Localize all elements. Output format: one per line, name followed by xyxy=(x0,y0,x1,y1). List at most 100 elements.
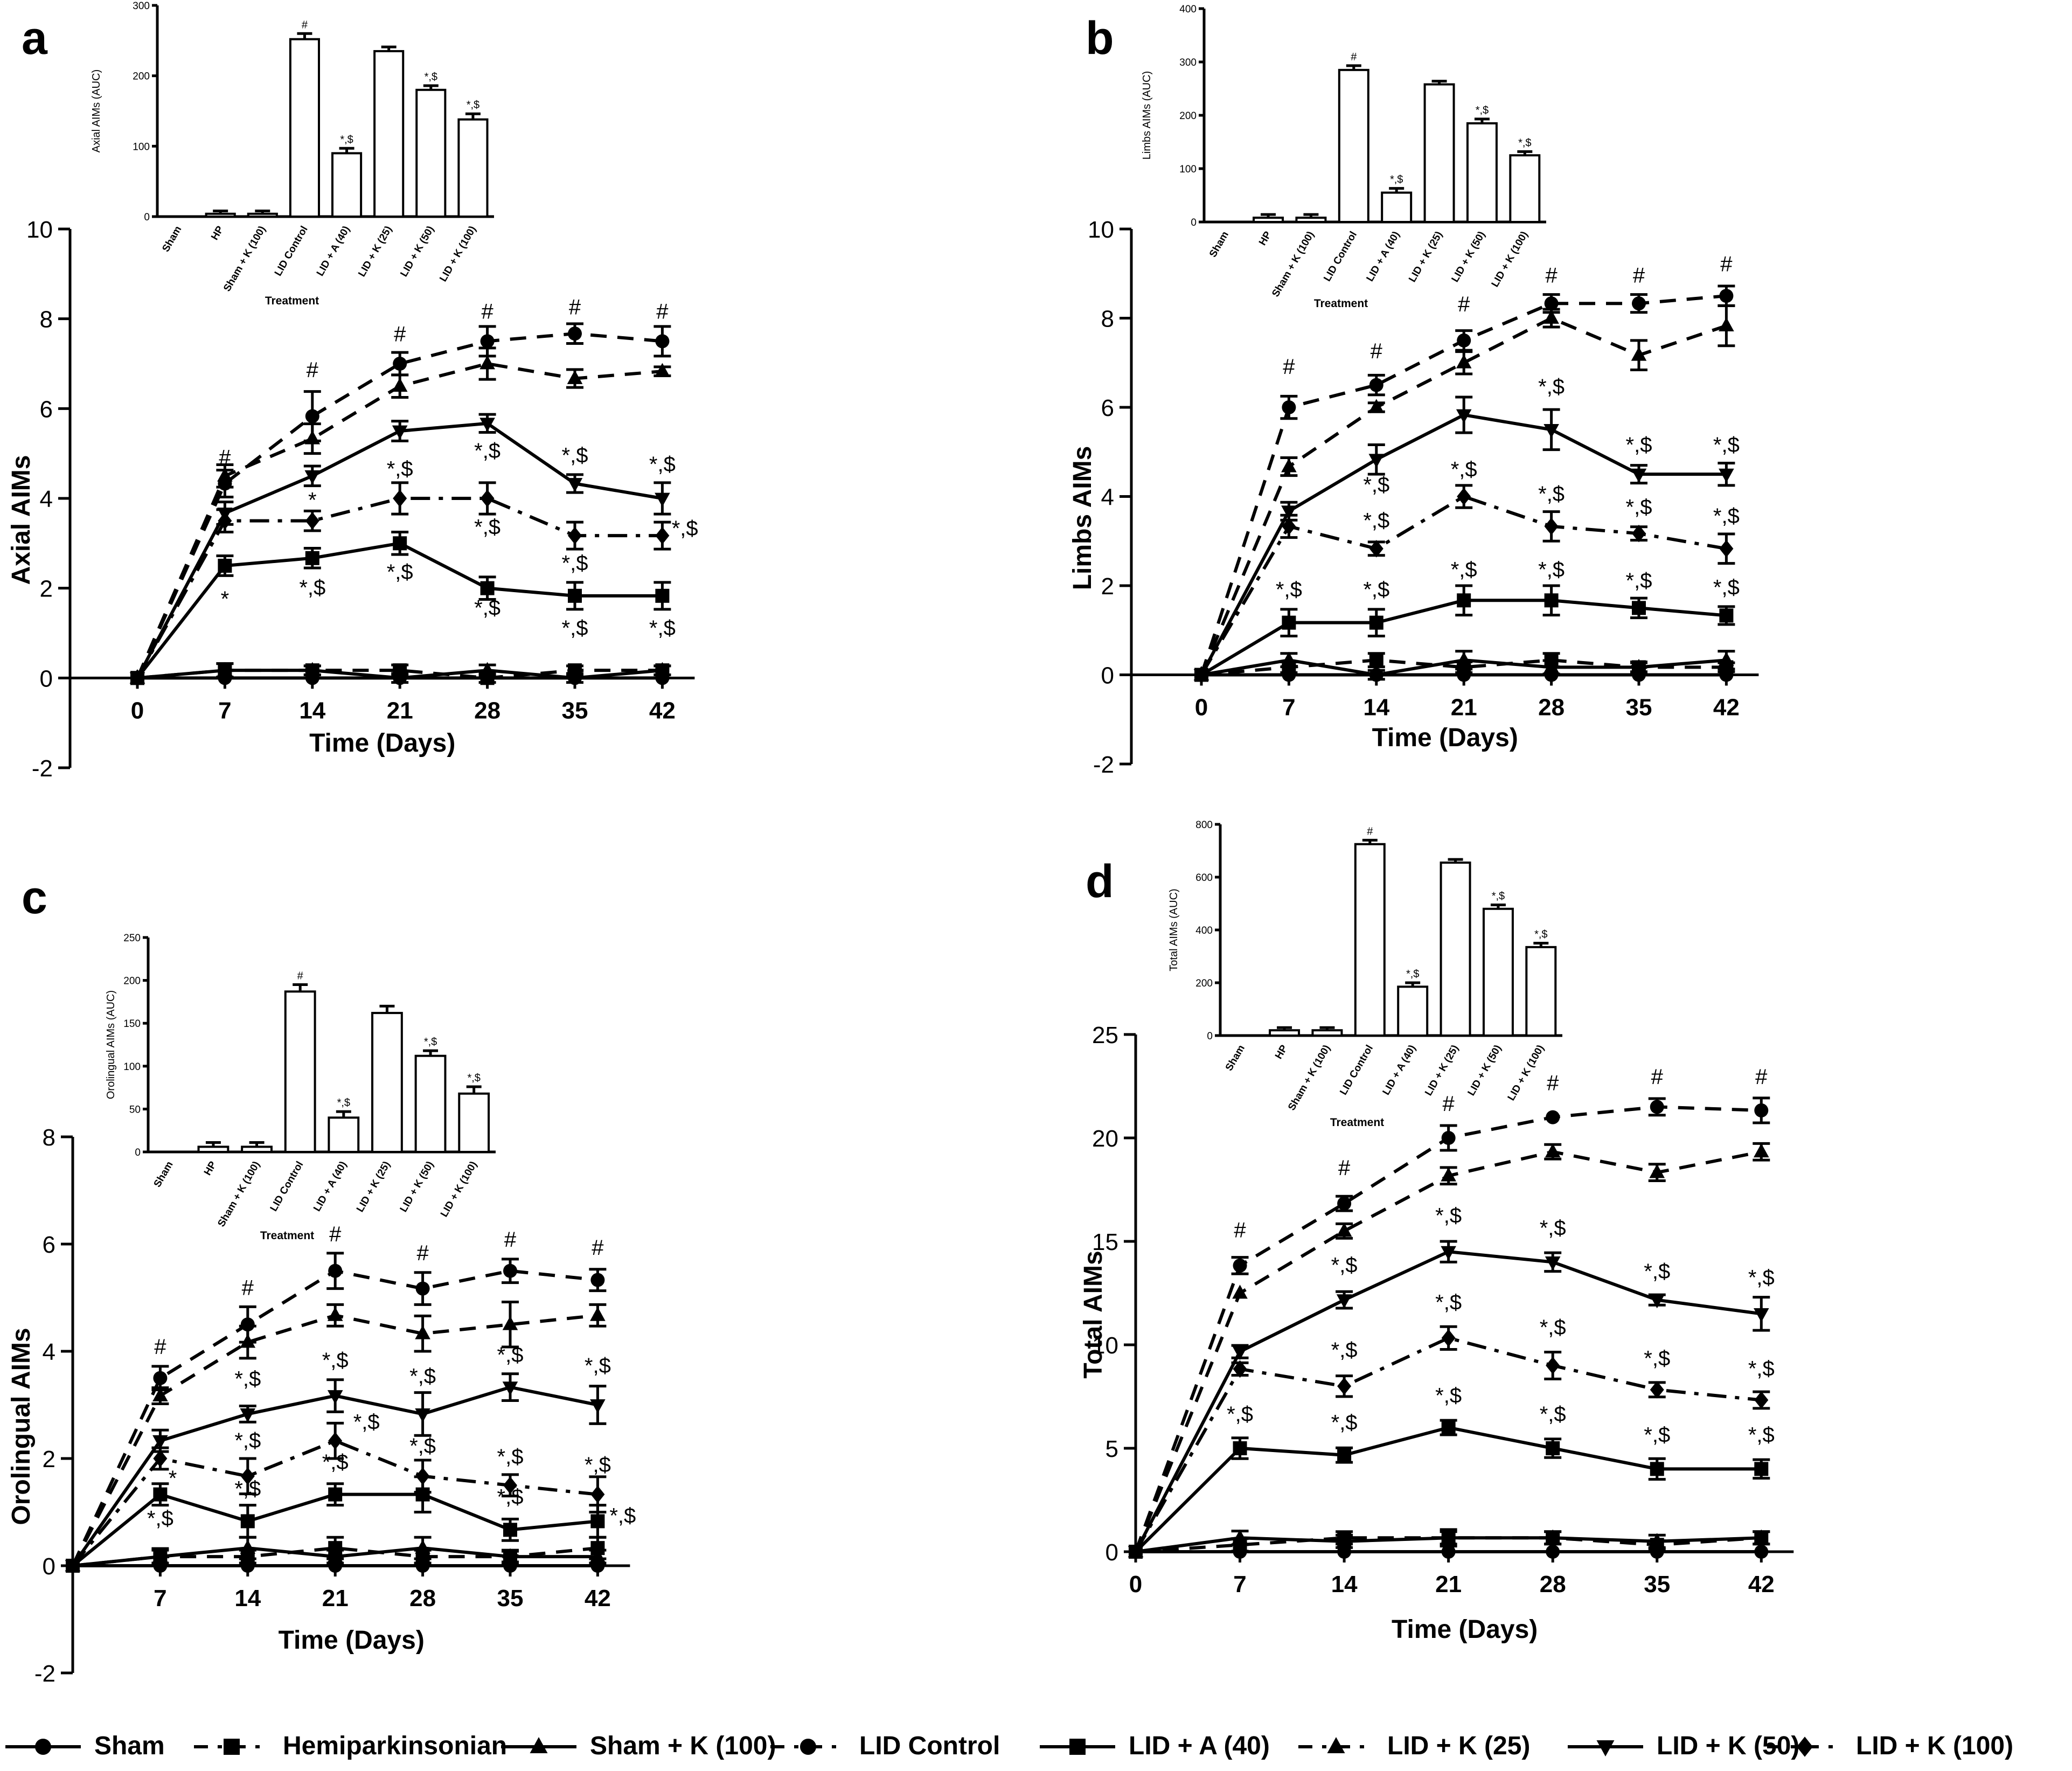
inset-category-label: HP xyxy=(209,224,226,242)
inset-y-axis-label: Axial AIMs (AUC) xyxy=(91,70,102,152)
data-point xyxy=(1441,1167,1456,1182)
panel-letter: a xyxy=(22,12,48,64)
panel-d: d 0 5 10 15 20 25 0 7 14 21 28 35 42 Time (Days) Total … xyxy=(1079,819,1794,1644)
data-point xyxy=(655,662,670,676)
data-point xyxy=(1719,540,1734,558)
data-point xyxy=(1194,666,1208,684)
y-tick-label: 10 xyxy=(1092,1332,1118,1359)
legend-label: LID + A (40) xyxy=(1129,1732,1270,1760)
significance-label: # xyxy=(1458,293,1470,316)
significance-label: *,$ xyxy=(562,551,588,575)
inset-bar xyxy=(1482,907,1514,1037)
data-point xyxy=(327,1390,343,1405)
x-tick-label: 0 xyxy=(1195,694,1208,721)
significance-label: *,$ xyxy=(1713,504,1740,528)
inset-bar xyxy=(415,88,447,218)
data-point xyxy=(1369,378,1383,392)
panel-letter: c xyxy=(22,872,47,923)
data-point xyxy=(66,1557,80,1575)
significance-label: *,$ xyxy=(234,1477,261,1501)
inset-bar xyxy=(1397,985,1429,1037)
data-point xyxy=(1336,1294,1352,1309)
significance-label: *,$ xyxy=(474,439,500,463)
data-point xyxy=(1632,601,1646,615)
inset-y-tick-label: 600 xyxy=(1195,872,1213,884)
x-tick-label: 7 xyxy=(218,697,231,724)
legend-marker xyxy=(35,1739,51,1755)
data-point xyxy=(1546,1357,1560,1374)
legend-label: Hemiparkinsonian xyxy=(283,1732,507,1760)
inset-category-label: LID + K (25) xyxy=(356,224,394,279)
data-point xyxy=(1650,1100,1664,1114)
inset-category-label: Sham + K (100) xyxy=(221,224,268,294)
inset-y-tick-label: 0 xyxy=(144,212,150,223)
data-point xyxy=(217,662,233,676)
data-point xyxy=(502,1548,518,1562)
data-point xyxy=(240,1514,255,1529)
inset-significance-label: *,$ xyxy=(1476,105,1489,116)
inset-y-tick-label: 150 xyxy=(123,1018,141,1030)
data-point xyxy=(568,588,582,603)
data-point xyxy=(415,1408,430,1423)
inset-bar xyxy=(284,990,316,1154)
data-point xyxy=(1369,540,1383,558)
legend-item-lid-control: LID Control xyxy=(770,1732,1000,1760)
data-point xyxy=(1754,1308,1769,1322)
inset-category-label: LID + K (25) xyxy=(1423,1043,1461,1098)
legend-marker xyxy=(530,1737,548,1753)
data-point xyxy=(1754,1391,1769,1409)
significance-label: *,$ xyxy=(1538,375,1565,399)
data-point xyxy=(1543,658,1559,673)
significance-label: *,$ xyxy=(322,1450,349,1474)
data-point xyxy=(655,526,670,545)
y-tick-label: -2 xyxy=(34,1661,55,1687)
series-lid-k-25- xyxy=(65,1300,607,1572)
data-point xyxy=(304,430,321,445)
significance-label: # xyxy=(481,300,493,324)
data-point xyxy=(392,425,408,440)
significance-label: *,$ xyxy=(1331,1411,1358,1434)
data-point xyxy=(1754,1462,1769,1476)
data-point xyxy=(1282,517,1296,536)
data-point xyxy=(218,512,232,530)
x-tick-label: 0 xyxy=(131,697,144,724)
significance-label: # xyxy=(1443,1092,1455,1116)
data-point xyxy=(1281,505,1297,520)
significance-label: *,$ xyxy=(562,443,588,467)
y-tick-label: 2 xyxy=(40,576,53,602)
legend-item-lid-k-50-: LID + K (50) xyxy=(1568,1732,1799,1760)
y-tick-label: 10 xyxy=(1088,217,1114,243)
inset-category-label: Sham + K (100) xyxy=(1286,1043,1333,1113)
x-tick-label: 28 xyxy=(409,1585,436,1612)
data-point xyxy=(1719,468,1734,483)
data-point xyxy=(1754,1545,1769,1559)
significance-label: *,$ xyxy=(474,596,500,620)
inset-bar xyxy=(1381,191,1413,223)
inset-y-tick-label: 100 xyxy=(1179,164,1197,175)
data-point xyxy=(1457,333,1471,348)
inset-bar xyxy=(414,1054,447,1154)
significance-label: *,$ xyxy=(1435,1291,1462,1315)
inset-bar xyxy=(1311,1029,1343,1037)
data-point xyxy=(393,536,407,551)
inset-significance-label: # xyxy=(1351,51,1357,63)
x-tick-label: 21 xyxy=(387,697,413,724)
significance-label: *,$ xyxy=(1451,558,1477,581)
significance-label: *,$ xyxy=(1748,1423,1775,1447)
significance-label: *,$ xyxy=(1435,1384,1462,1408)
inset-category-label: LID + K (25) xyxy=(354,1159,393,1214)
data-point xyxy=(568,327,582,341)
inset-y-tick-label: 400 xyxy=(1179,4,1197,15)
inset-category-label: HP xyxy=(202,1159,219,1178)
data-point xyxy=(1336,1533,1352,1547)
inset-category-label: Sham xyxy=(1207,230,1231,259)
x-tick-label: 28 xyxy=(1540,1571,1566,1598)
legend-marker xyxy=(1327,1737,1345,1753)
inset-bar xyxy=(1525,946,1557,1037)
data-point xyxy=(1129,1543,1143,1561)
data-point xyxy=(152,1435,168,1449)
series-lid-k-100- xyxy=(130,481,671,687)
legend-label: Sham + K (100) xyxy=(590,1732,776,1760)
inset-category-label: Sham xyxy=(1223,1043,1247,1073)
